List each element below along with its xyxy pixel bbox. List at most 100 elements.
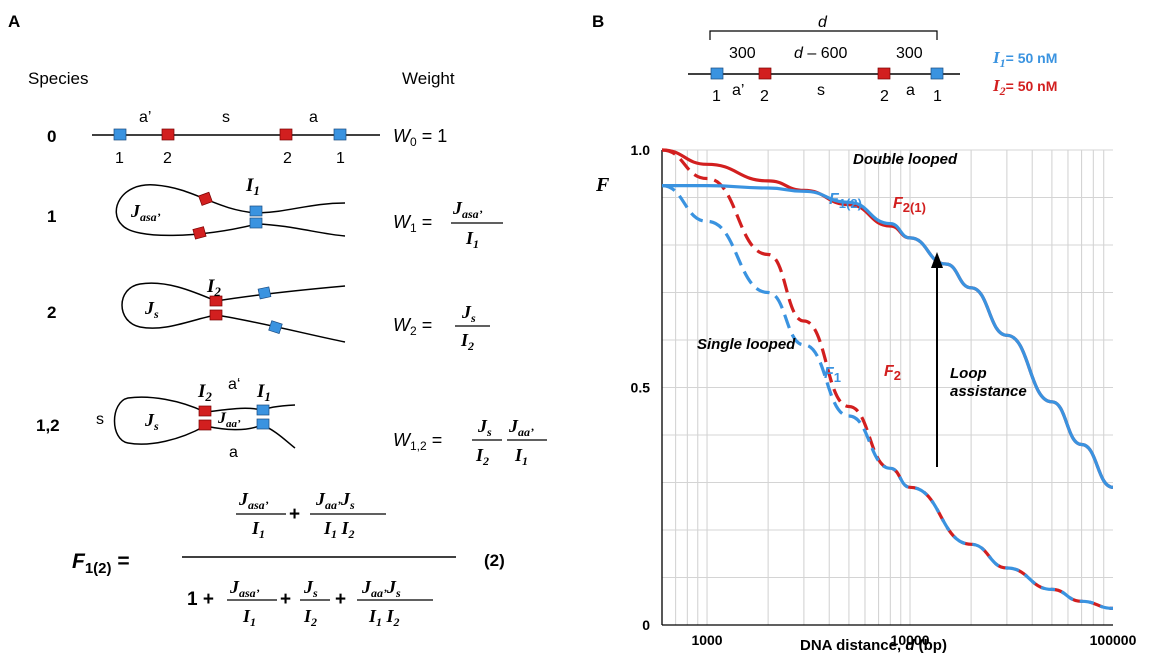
site-number-2: 2 — [163, 150, 172, 167]
site-number-3: 2 — [283, 150, 292, 167]
species-0-row: 0 a’ s a 1 2 2 1 W0 = 1 — [47, 109, 447, 167]
eq-den-term1-bottom: I1 — [242, 606, 256, 629]
eq-num-term1-bottom: I1 — [251, 518, 265, 541]
eq-den-term1-top: Jasa’ — [229, 577, 260, 600]
site-2-upper — [198, 405, 212, 417]
legend-i1: I1= 50 nM — [992, 48, 1057, 70]
curve-label-f2: F2 — [884, 363, 901, 383]
site-1-lower — [256, 418, 270, 430]
loop-assistance-arrowhead — [931, 252, 943, 268]
i1-label: I1 — [256, 381, 271, 404]
double-looped-label: Double looped — [853, 151, 958, 168]
y-axis-label: F — [595, 174, 610, 196]
w12-denominator-2: I1 — [514, 445, 528, 468]
eq-plus: + — [335, 589, 346, 610]
schematic-site-2-left — [758, 67, 772, 80]
weight-w2: W2 = — [393, 315, 432, 338]
eq-den-term3-top: Jaa’Js — [361, 577, 401, 600]
schematic-site-2-right — [877, 67, 891, 80]
species-12-label: 1,2 — [36, 416, 60, 435]
schematic-segment-s: s — [817, 82, 825, 99]
grid — [661, 149, 1113, 625]
curve-label-f12: F1(2) — [829, 191, 862, 211]
schematic-site-number-1: 1 — [712, 88, 721, 105]
schematic-segment-a-prime: a’ — [732, 82, 744, 99]
j-aa-label: Jaa’ — [217, 410, 241, 430]
curve-label-f21: F2(1) — [893, 195, 926, 215]
series-line-f2 — [661, 148, 1114, 610]
site-number-4: 1 — [336, 150, 345, 167]
curves — [661, 148, 1114, 610]
y-tick-label: 0.5 — [631, 380, 651, 396]
segment-a-prime-loop: a‘ — [228, 376, 240, 393]
plot-area: 1000 10000 100000 0 0.5 1.0 F DNA distance, d… — [595, 142, 1137, 654]
w12-numerator-2: Jaa’ — [508, 416, 534, 439]
eq-den-one: 1 + — [187, 589, 214, 610]
site-1-left — [113, 128, 127, 141]
j-s-label: Js — [144, 410, 159, 433]
site-2-upper — [209, 295, 223, 307]
equation-number: (2) — [484, 551, 505, 570]
site-2-lower — [192, 226, 207, 240]
schematic-site-number-2: 2 — [760, 88, 769, 105]
panel-a-label: A — [8, 12, 20, 31]
site-2-upper — [198, 191, 213, 206]
weight-w12: W1,2 = — [393, 430, 442, 453]
schematic-segment-a: a — [906, 82, 915, 99]
eq-num-term2-top: Jaa’Js — [315, 489, 355, 512]
schematic-site-number-3: 2 — [880, 88, 889, 105]
segment-a-lower: a — [229, 444, 238, 461]
panel-b-schematic: d 300 d – 600 300 1 2 2 1 a’ s a — [688, 14, 960, 105]
schematic-site-1-right — [930, 67, 944, 80]
eq-plus: + — [280, 589, 291, 610]
schematic-middle: d – 600 — [794, 45, 847, 62]
curve-label-f1: F1 — [824, 365, 841, 385]
w2-denominator: I2 — [460, 330, 474, 353]
eq-den-term3-bottom: I1 I2 — [368, 606, 400, 629]
segment-s: s — [222, 109, 230, 126]
eq-den-term2-bottom: I2 — [303, 606, 317, 629]
eq-lhs: F1(2) = — [72, 550, 130, 577]
x-tick-label: 100000 — [1090, 632, 1137, 648]
w12-denominator-1: I2 — [475, 445, 489, 468]
y-tick-label: 0 — [642, 617, 650, 633]
weight-header: Weight — [402, 69, 455, 88]
x-tick-label: 1000 — [691, 632, 722, 648]
segment-s-loop: s — [96, 411, 104, 428]
schematic-site-number-4: 1 — [933, 88, 942, 105]
x-axis-label: DNA distance, d (bp) — [800, 637, 947, 654]
schematic-left-gap: 300 — [729, 45, 756, 62]
species-header: Species — [28, 69, 88, 88]
site-1-right — [333, 128, 347, 141]
w1-numerator: Jasa’ — [452, 198, 483, 221]
series-line-f12 — [662, 183, 1114, 489]
panel-a: A Species Weight 0 a’ s a 1 2 2 1 W0 = 1… — [8, 12, 547, 629]
legend-i2: I2= 50 nM — [992, 76, 1057, 98]
site-2-lower — [198, 419, 212, 431]
site-1-lower — [249, 217, 263, 229]
i2-label: I2 — [197, 381, 212, 404]
w12-numerator-1: Js — [477, 416, 492, 439]
species-0-label: 0 — [47, 127, 56, 146]
species-2-label: 2 — [47, 303, 56, 322]
weight-w1: W1 = — [393, 212, 432, 235]
site-2-right — [279, 128, 293, 141]
site-2-lower — [209, 309, 223, 321]
site-1-upper — [256, 404, 270, 416]
site-2-left — [161, 128, 175, 141]
tick-labels: 1000 10000 100000 0 0.5 1.0 — [631, 142, 1137, 648]
site-1-upper — [257, 286, 272, 300]
site-1-lower — [268, 320, 283, 335]
loop-assistance-label-1: Loop — [950, 365, 987, 382]
panel-b-label: B — [592, 12, 604, 31]
w1-denominator: I1 — [465, 228, 479, 251]
equation-2: F1(2) = Jasa’ I1 + Jaa’Js I1 I2 1 + Jasa… — [72, 489, 505, 629]
y-tick-label: 1.0 — [631, 142, 651, 158]
eq-num-term1-top: Jasa’ — [238, 489, 269, 512]
series-line-f1 — [661, 184, 1114, 610]
species-2-dna-loop — [121, 282, 346, 343]
single-looped-label: Single looped — [697, 336, 796, 353]
i2-label: I2 — [206, 276, 221, 299]
segment-a-prime: a’ — [139, 109, 151, 126]
